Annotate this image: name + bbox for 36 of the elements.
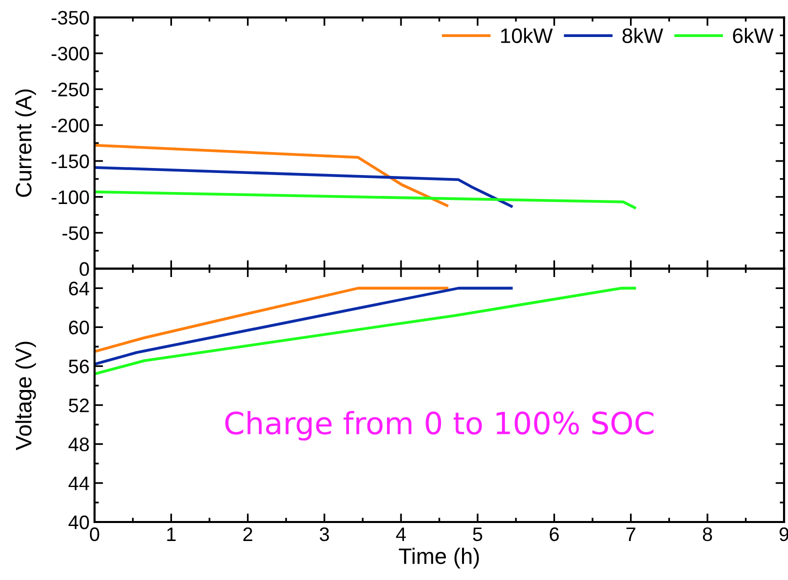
y-tick-label: 60 [69, 320, 89, 334]
y-tick-label: 56 [68, 360, 89, 374]
y-tick-label: 64 [69, 282, 90, 296]
y-tick-label: 52 [68, 398, 89, 412]
legend-label: 6kW [733, 28, 774, 44]
y-axis-title: Voltage (V) [15, 342, 36, 450]
y-tick-label: 40 [68, 515, 89, 530]
x-tick-label: 8 [702, 527, 712, 542]
y-tick-label: 44 [68, 476, 90, 490]
line-series [94, 166, 513, 208]
x-tick-label: 3 [320, 527, 329, 542]
line-series [94, 286, 636, 376]
y-tick-label: -150 [52, 154, 89, 168]
line-series [94, 144, 448, 207]
y-tick-label: -200 [52, 118, 89, 132]
y-tick-label: -100 [52, 190, 89, 204]
x-tick-label: 1 [167, 528, 176, 541]
y-tick-label: 0 [80, 262, 89, 276]
y-tick-label: -50 [62, 226, 89, 240]
x-axis-title: Time (h) [398, 548, 479, 568]
legend-label: 10kW [501, 28, 553, 44]
y-axis-title: Current (A) [15, 89, 36, 197]
x-tick-label: 4 [396, 528, 406, 541]
x-tick-label: 0 [90, 527, 100, 542]
y-tick-label: -250 [52, 82, 89, 96]
line-series [94, 286, 513, 366]
y-tick-label: 48 [68, 438, 89, 452]
y-tick-label: -350 [52, 10, 89, 25]
legend-label: 8kW [622, 28, 664, 44]
x-tick-label: 2 [243, 527, 252, 541]
line-series [94, 286, 448, 353]
x-tick-label: 7 [626, 528, 636, 541]
x-tick-label: 5 [472, 528, 482, 542]
y-tick-label: -300 [52, 46, 89, 61]
x-tick-label: 6 [550, 527, 559, 542]
annotation: Charge from 0 to 100% SOC [225, 410, 654, 441]
